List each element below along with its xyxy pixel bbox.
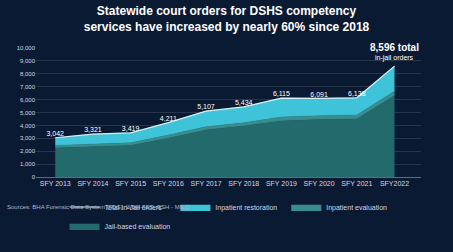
svg-text:3,042: 3,042: [46, 130, 64, 137]
svg-text:2,000: 2,000: [20, 148, 36, 154]
svg-text:SFY 2015: SFY 2015: [115, 180, 146, 187]
svg-text:6,115: 6,115: [273, 90, 290, 97]
svg-text:SFY 2014: SFY 2014: [77, 180, 108, 187]
svg-text:Inpatient restoration: Inpatient restoration: [215, 204, 277, 212]
svg-text:SFY2022: SFY2022: [380, 180, 409, 187]
svg-text:Total In-Jail orders: Total In-Jail orders: [105, 204, 163, 211]
svg-text:Jail-based evaluation: Jail-based evaluation: [105, 223, 171, 230]
svg-text:8,000: 8,000: [20, 71, 36, 77]
svg-text:8,596 total: 8,596 total: [370, 42, 419, 53]
svg-text:0: 0: [32, 174, 36, 180]
svg-text:6,138: 6,138: [348, 90, 366, 97]
svg-text:10,000: 10,000: [17, 45, 36, 51]
svg-text:5,107: 5,107: [197, 103, 215, 110]
svg-text:Inpatient evaluation: Inpatient evaluation: [326, 204, 387, 212]
svg-text:6,000: 6,000: [20, 97, 36, 103]
svg-text:SFY 2017: SFY 2017: [191, 180, 222, 187]
svg-text:SFY 2013: SFY 2013: [40, 180, 71, 187]
svg-text:4,211: 4,211: [160, 115, 177, 122]
svg-text:4,000: 4,000: [20, 123, 36, 129]
svg-text:9,000: 9,000: [20, 58, 36, 64]
svg-text:SFY 2020: SFY 2020: [304, 180, 335, 187]
svg-text:Sources: BHA Forensic Data Sys: Sources: BHA Forensic Data System (FDS),…: [7, 204, 190, 210]
svg-text:3,419: 3,419: [122, 125, 140, 132]
svg-text:3,000: 3,000: [20, 135, 36, 141]
svg-text:SFY 2021: SFY 2021: [341, 180, 372, 187]
svg-text:Statewide court orders for DSH: Statewide court orders for DSHS competen…: [84, 4, 370, 34]
svg-text:SFY 2019: SFY 2019: [266, 180, 297, 187]
svg-text:3,321: 3,321: [84, 126, 102, 133]
svg-text:SFY 2016: SFY 2016: [153, 180, 184, 187]
svg-text:SFY 2018: SFY 2018: [228, 180, 259, 187]
svg-text:5,000: 5,000: [20, 110, 36, 116]
svg-text:6,091: 6,091: [310, 91, 328, 98]
svg-text:in-jail orders: in-jail orders: [375, 54, 414, 62]
svg-text:1,000: 1,000: [20, 161, 36, 167]
svg-text:7,000: 7,000: [20, 84, 36, 90]
svg-text:5,434: 5,434: [235, 99, 253, 106]
